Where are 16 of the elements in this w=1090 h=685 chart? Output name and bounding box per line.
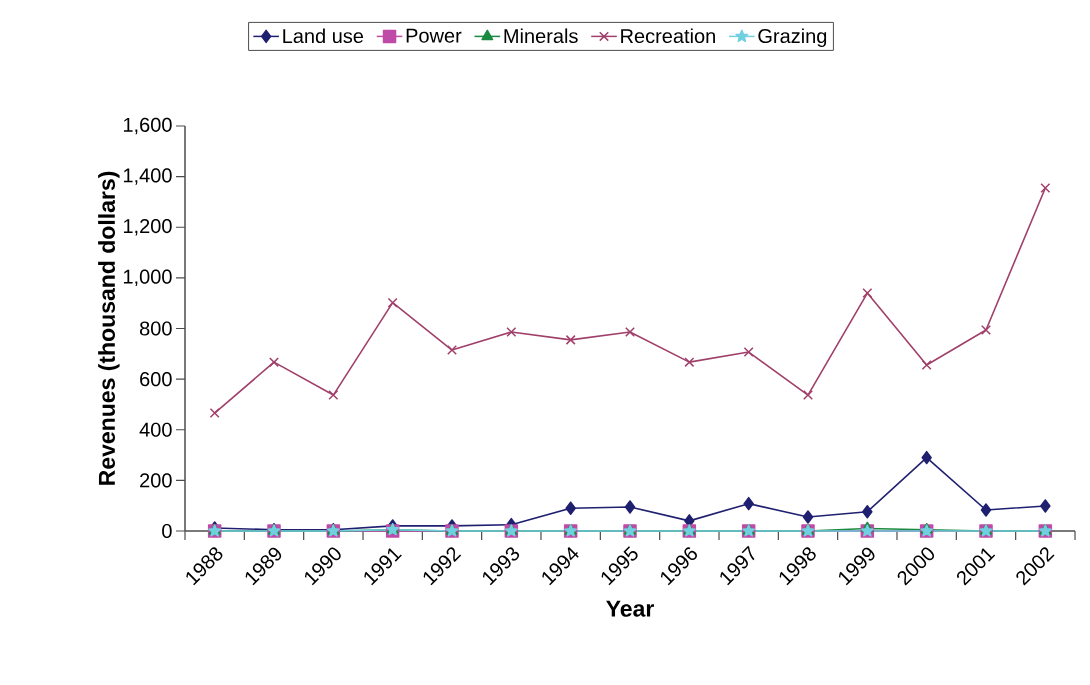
y-tick-label: 1,200 [123, 218, 172, 236]
y-tick-label: 1,400 [123, 168, 172, 185]
y-tick-label: 1,000 [123, 269, 172, 287]
y-tick-label: 1,600 [123, 117, 172, 135]
y-tick-label: 400 [139, 422, 172, 437]
y-tick-label: 800 [139, 321, 172, 336]
y-tick-label: 0 [162, 523, 172, 539]
legend-label: Grazing [758, 28, 827, 48]
legend-label: Minerals [504, 28, 578, 44]
y-axis-title: Revenues (thousand dollars) [98, 171, 120, 485]
legend-label: Recreation [621, 28, 715, 44]
legend-label: Land use [283, 28, 364, 44]
legend-label: Power [406, 28, 462, 43]
x-axis-title: Year [606, 600, 654, 617]
y-tick-label: 200 [140, 473, 172, 488]
y-tick-label: 600 [140, 372, 172, 387]
